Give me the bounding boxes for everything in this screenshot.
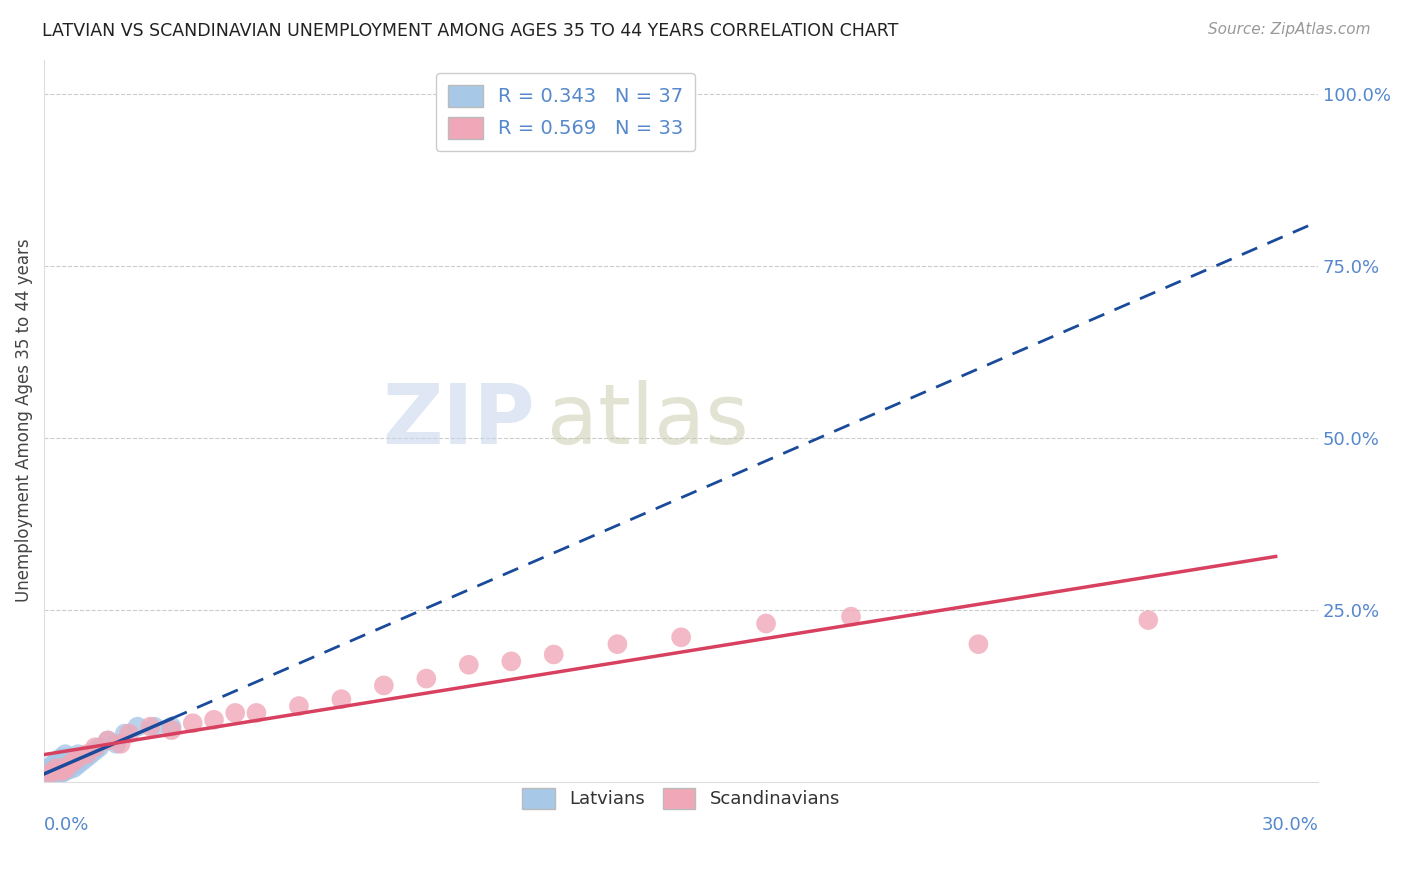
Point <box>224 706 246 720</box>
Point <box>53 764 76 779</box>
Point <box>49 757 72 772</box>
Point <box>58 757 80 772</box>
Point <box>160 723 183 738</box>
Y-axis label: Unemployment Among Ages 35 to 44 years: Unemployment Among Ages 35 to 44 years <box>15 239 32 602</box>
Point <box>84 740 107 755</box>
Point <box>457 657 479 672</box>
Point <box>967 637 990 651</box>
Text: LATVIAN VS SCANDINAVIAN UNEMPLOYMENT AMONG AGES 35 TO 44 YEARS CORRELATION CHART: LATVIAN VS SCANDINAVIAN UNEMPLOYMENT AMO… <box>42 22 898 40</box>
Point <box>89 740 111 755</box>
Point <box>330 692 353 706</box>
Point <box>110 737 132 751</box>
Text: ZIP: ZIP <box>382 380 534 461</box>
Point <box>80 747 103 761</box>
Point <box>58 762 80 776</box>
Point <box>41 757 63 772</box>
Point <box>160 720 183 734</box>
Point <box>1137 613 1160 627</box>
Point <box>49 762 72 776</box>
Text: atlas: atlas <box>547 380 749 461</box>
Point <box>76 747 98 761</box>
Point <box>49 750 72 764</box>
Point <box>76 750 98 764</box>
Point <box>72 754 94 768</box>
Point <box>118 726 141 740</box>
Point <box>105 737 128 751</box>
Point <box>97 733 120 747</box>
Point <box>501 654 523 668</box>
Point <box>53 761 76 775</box>
Point <box>53 754 76 768</box>
Point <box>58 757 80 772</box>
Point <box>127 720 149 734</box>
Point <box>37 768 59 782</box>
Point <box>97 733 120 747</box>
Point <box>606 637 628 651</box>
Point <box>37 768 59 782</box>
Legend: Latvians, Scandinavians: Latvians, Scandinavians <box>515 780 848 816</box>
Text: 30.0%: 30.0% <box>1261 816 1319 834</box>
Point <box>41 769 63 783</box>
Point <box>53 762 76 776</box>
Text: Source: ZipAtlas.com: Source: ZipAtlas.com <box>1208 22 1371 37</box>
Text: 0.0%: 0.0% <box>44 816 90 834</box>
Point <box>45 768 67 782</box>
Point <box>373 678 395 692</box>
Point <box>114 726 136 740</box>
Point <box>45 754 67 768</box>
Point <box>84 744 107 758</box>
Point <box>143 720 166 734</box>
Point <box>49 764 72 779</box>
Point <box>181 716 204 731</box>
Point <box>53 747 76 761</box>
Point <box>202 713 225 727</box>
Point <box>755 616 778 631</box>
Point <box>45 761 67 775</box>
Point <box>37 761 59 775</box>
Point <box>37 764 59 779</box>
Point <box>63 754 86 768</box>
Point <box>67 757 90 772</box>
Point <box>41 764 63 779</box>
Point <box>543 648 565 662</box>
Point <box>41 762 63 776</box>
Point <box>67 750 90 764</box>
Point <box>45 764 67 779</box>
Point <box>45 759 67 773</box>
Point <box>839 609 862 624</box>
Point <box>49 766 72 780</box>
Point <box>63 754 86 768</box>
Point <box>139 720 162 734</box>
Point <box>245 706 267 720</box>
Point <box>41 766 63 780</box>
Point <box>669 630 692 644</box>
Point <box>58 750 80 764</box>
Point <box>415 672 437 686</box>
Point <box>288 699 311 714</box>
Point <box>63 761 86 775</box>
Point <box>67 747 90 761</box>
